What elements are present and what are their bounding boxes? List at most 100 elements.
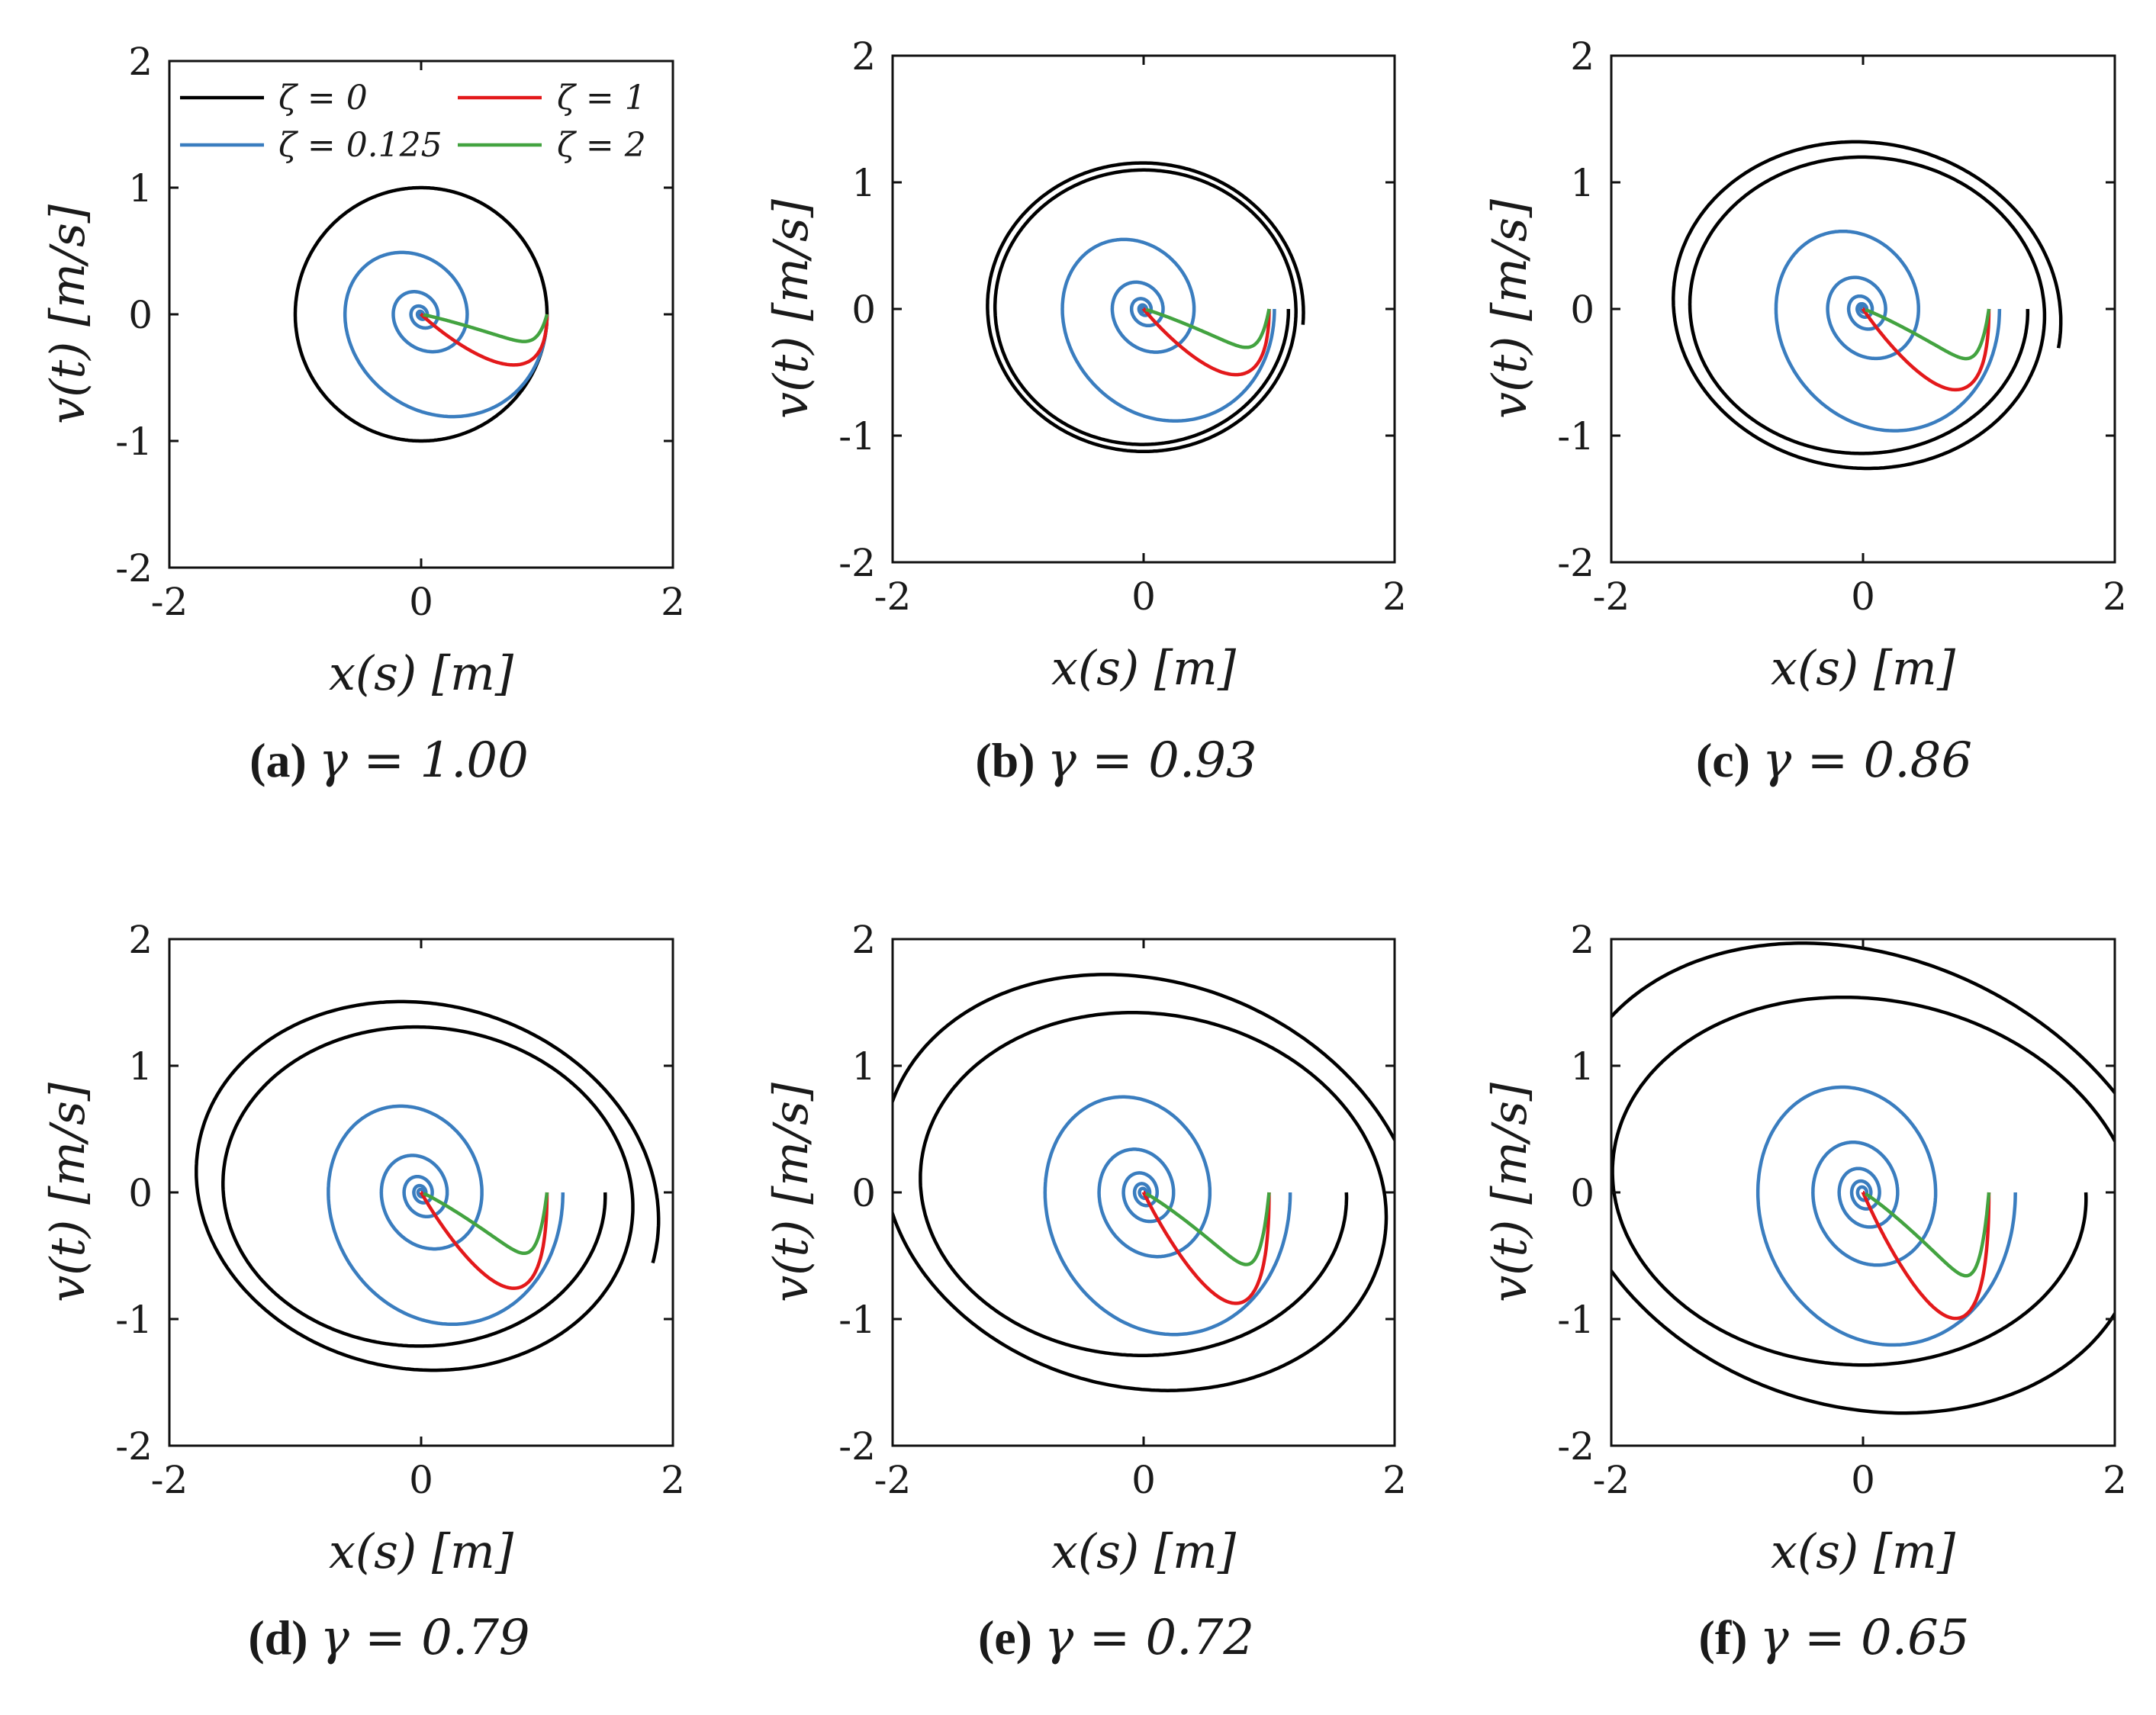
caption-math: γ = 0.86	[1762, 732, 1972, 789]
caption-math: γ = 1.00	[319, 732, 529, 789]
series-line	[1774, 229, 2002, 433]
series-line	[293, 185, 549, 443]
y-tick-label: 0	[851, 1171, 876, 1215]
x-tick-label: -2	[151, 1458, 188, 1502]
caption-math: γ = 0.79	[320, 1610, 530, 1666]
x-tick-label: 2	[1382, 574, 1407, 619]
x-tick-label: 0	[1851, 574, 1875, 619]
series-line	[419, 1190, 549, 1290]
x-tick-label: 2	[661, 1458, 685, 1502]
x-tick-label: -2	[151, 580, 188, 624]
x-tick-label: 2	[2103, 1458, 2127, 1502]
x-axis-label: x(s) [m]	[329, 645, 514, 701]
panel-c: -2 0 2 -2 -1 0 1 2 x(s) [m] v(t) [m/s] (c) γ = 0.8…	[1482, 34, 2127, 789]
legend: ζ = 0 ζ = 1 ζ = 0.125 ζ = 2	[180, 79, 646, 165]
x-tick-label: 2	[2103, 574, 2127, 619]
x-axis-label: x(s) [m]	[1771, 640, 1956, 696]
y-tick-label: -1	[838, 414, 876, 459]
series-line	[1144, 307, 1271, 349]
y-tick-label: 0	[128, 293, 153, 337]
y-axis-label: v(t) [m/s]	[763, 198, 819, 419]
panel-f: -2 0 2 -2 -1 0 1 2 x(s) [m] v(t) [m/s] (f) γ = 0.6…	[1482, 918, 2127, 1666]
y-tick-label: 1	[1570, 1044, 1594, 1089]
x-axis-label: x(s) [m]	[1051, 640, 1237, 696]
plot-area	[986, 161, 1305, 454]
y-tick-label: -1	[1557, 1298, 1594, 1342]
caption-math: γ = 0.65	[1759, 1610, 1969, 1666]
panel-caption: (c) γ = 0.86	[1696, 732, 1972, 789]
y-tick-label: 1	[1570, 161, 1594, 205]
y-tick-label: 1	[128, 166, 153, 211]
x-tick-label: 0	[1131, 574, 1156, 619]
y-axis-label: v(t) [m/s]	[40, 1082, 95, 1302]
series-line	[1672, 140, 2063, 471]
x-tick-label: -2	[874, 1458, 912, 1502]
series-line	[986, 161, 1305, 454]
panel-caption: (a) γ = 1.00	[249, 732, 529, 789]
y-tick-label: -1	[115, 420, 153, 464]
caption-label: (e)	[978, 1610, 1044, 1665]
y-tick-label: 1	[851, 1044, 876, 1089]
series-line	[1144, 1192, 1271, 1266]
y-tick-label: 2	[1570, 34, 1594, 79]
panel-a: -2 0 2 -2 -1 0 1 2 x(s) [m] v(t) [m/s] (a) γ = 1.0…	[40, 40, 685, 789]
panel-d: -2 0 2 -2 -1 0 1 2 x(s) [m] v(t) [m/s] (d) γ = 0.7…	[40, 918, 685, 1666]
panel-e: -2 0 2 -2 -1 0 1 2 x(s) [m] v(t) [m/s] (e) γ = 0.7…	[763, 918, 1407, 1666]
y-tick-label: -2	[1557, 541, 1594, 585]
series-line	[327, 1104, 565, 1327]
series-line	[1043, 1095, 1292, 1337]
y-tick-label: 2	[1570, 918, 1594, 962]
x-axis-label: x(s) [m]	[329, 1524, 514, 1579]
caption-label: (c)	[1696, 733, 1762, 787]
y-tick-label: -1	[1557, 414, 1594, 459]
panel-caption: (e) γ = 0.72	[978, 1610, 1254, 1666]
plot-area	[195, 999, 661, 1372]
y-tick-label: 2	[851, 918, 876, 962]
caption-label: (d)	[248, 1610, 320, 1665]
caption-label: (b)	[975, 733, 1047, 787]
x-tick-label: 0	[1851, 1458, 1875, 1502]
y-tick-label: 0	[1570, 1171, 1594, 1215]
y-tick-label: 0	[1570, 288, 1594, 332]
y-tick-label: -2	[1557, 1424, 1594, 1469]
x-tick-label: 0	[1131, 1458, 1156, 1502]
series-line	[893, 973, 1395, 1392]
series-line	[1060, 237, 1276, 423]
x-tick-label: 0	[409, 1458, 433, 1502]
y-tick-label: 2	[851, 34, 876, 79]
y-tick-label: -2	[115, 546, 153, 590]
panel-caption: (b) γ = 0.93	[975, 732, 1257, 789]
series-line	[422, 1192, 549, 1256]
series-line	[1141, 307, 1271, 377]
y-tick-label: 2	[128, 918, 153, 962]
legend-entry: ζ = 2	[557, 126, 646, 165]
y-tick-label: -2	[838, 1424, 876, 1469]
y-tick-label: 1	[128, 1044, 153, 1089]
series-line	[1611, 941, 2115, 1415]
series-line	[1864, 1192, 1991, 1278]
panel-b: -2 0 2 -2 -1 0 1 2 x(s) [m] v(t) [m/s] (b) γ = 0.9…	[763, 34, 1407, 789]
y-tick-label: -2	[838, 541, 876, 585]
plot-area	[1672, 140, 2063, 471]
x-tick-label: -2	[1593, 1458, 1630, 1502]
y-tick-label: -1	[838, 1298, 876, 1342]
series-line	[1141, 1190, 1271, 1305]
y-tick-label: 0	[851, 288, 876, 332]
plot-area	[1611, 941, 2115, 1415]
panel-caption: (d) γ = 0.79	[248, 1610, 529, 1666]
caption-label: (f)	[1699, 1610, 1760, 1665]
legend-entry: ζ = 1	[557, 79, 646, 117]
y-axis-label: v(t) [m/s]	[40, 204, 95, 424]
x-tick-label: -2	[874, 574, 912, 619]
y-tick-label: 2	[128, 40, 153, 84]
x-axis-label: x(s) [m]	[1051, 1524, 1237, 1579]
series-line	[1864, 308, 1991, 361]
x-tick-label: -2	[1593, 574, 1630, 619]
caption-math: γ = 0.72	[1044, 1610, 1254, 1666]
series-line	[195, 999, 661, 1372]
y-axis-label: v(t) [m/s]	[1482, 198, 1537, 419]
x-tick-label: 0	[409, 580, 433, 624]
plot-area	[293, 185, 549, 443]
series-line	[343, 250, 549, 419]
